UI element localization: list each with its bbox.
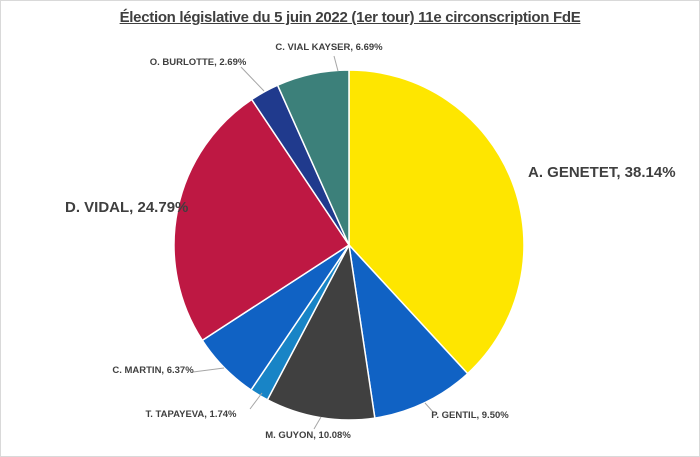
leader-line [249, 392, 263, 410]
slice-label-vial-kayser: C. VIAL KAYSER, 6.69% [275, 42, 383, 53]
leader-line [192, 367, 225, 373]
pie-slice-c-vial-kayser [276, 69, 350, 246]
slice-label-burlotte: O. BURLOTTE, 2.69% [149, 57, 247, 68]
leader-line [333, 55, 339, 72]
slice-label-vidal: D. VIDAL, 24.79% [65, 199, 189, 216]
pie-slice-m-guyon [266, 244, 376, 421]
leader-line [424, 402, 435, 414]
slice-label-genetet: A. GENETET, 38.14% [528, 164, 676, 181]
pie-slice-p-gentil [348, 244, 469, 419]
leader-line [240, 66, 265, 92]
chart-title: Élection législative du 5 juin 2022 (1er… [119, 9, 581, 26]
slice-label-tapayeva: T. TAPAYEVA, 1.74% [145, 409, 237, 420]
pie-slice-d-vidal [173, 98, 350, 342]
pie-slice-a-genetet [348, 69, 525, 375]
slice-label-guyon: M. GUYON, 10.08% [265, 430, 351, 441]
slice-label-martin: C. MARTIN, 6.37% [112, 365, 194, 376]
leader-line [313, 416, 322, 430]
slice-label-gentil: P. GENTIL, 9.50% [431, 410, 509, 421]
